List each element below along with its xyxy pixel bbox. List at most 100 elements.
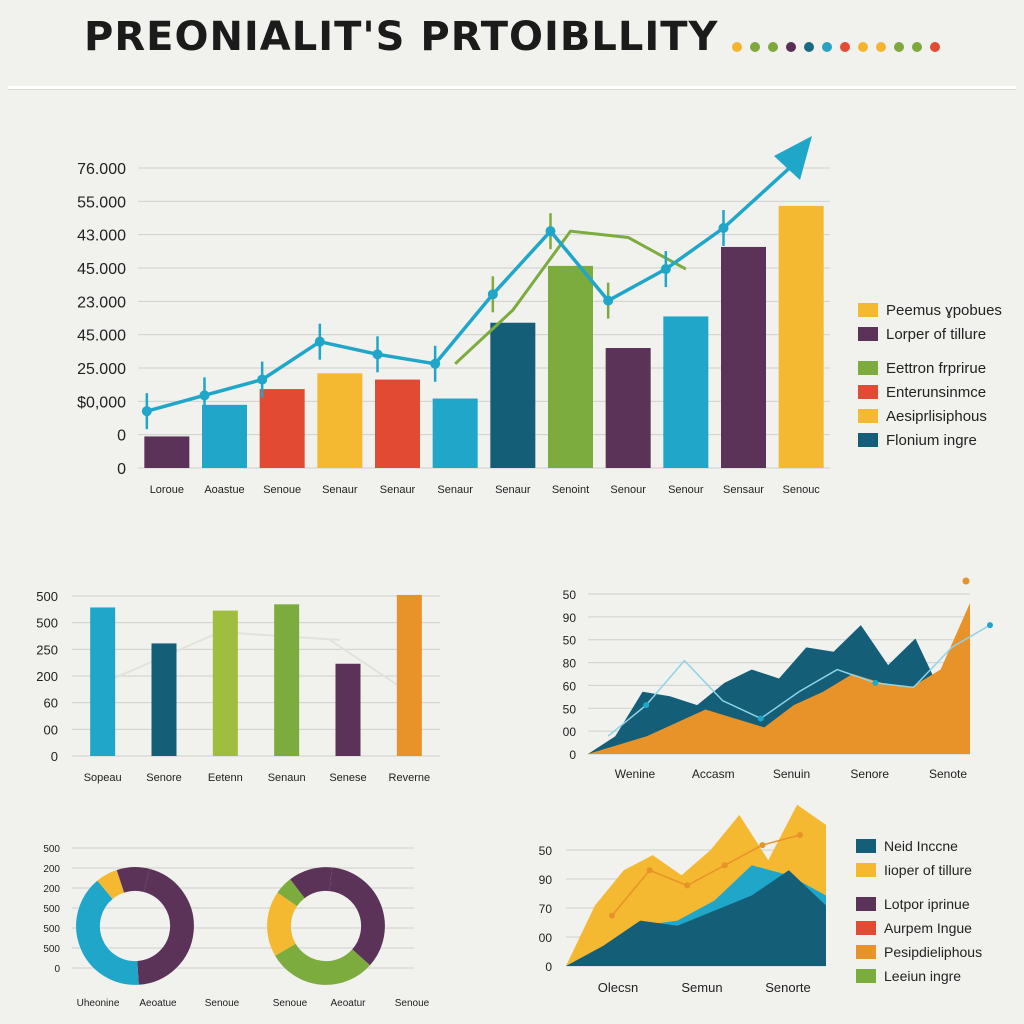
x-tick-label: Senorte: [765, 980, 811, 995]
data-point: [987, 622, 993, 629]
x-tick-label: Senour: [610, 484, 646, 496]
y-tick-label: 200: [43, 864, 60, 875]
x-tick-label: Loroue: [150, 484, 184, 496]
data-point: [757, 715, 764, 722]
legend-swatch: [856, 921, 876, 935]
title-divider: [8, 86, 1016, 90]
bar: [605, 348, 651, 468]
donut-slice: [76, 880, 139, 985]
bar: [144, 436, 190, 468]
legend-label: Neid Inccne: [884, 838, 958, 854]
title-dots: [732, 42, 940, 52]
legend-swatch: [858, 327, 878, 341]
x-tick-label: Senaur: [380, 484, 416, 496]
data-point: [545, 226, 556, 237]
x-tick-label: Senoue: [395, 998, 430, 1009]
main-chart-legend: Peemus ɣpobues Lorper of tillure Eettron f…: [858, 298, 1002, 452]
y-tick-label: 50: [563, 634, 577, 648]
title-dot: [822, 42, 832, 52]
x-tick-label: Senore: [850, 767, 889, 781]
faint-trend-line: [329, 639, 406, 691]
data-point: [257, 374, 268, 385]
title-dot: [858, 42, 868, 52]
y-tick-label: 0: [51, 749, 58, 764]
x-tick-label: Senaur: [437, 484, 473, 496]
y-tick-label: 50: [539, 844, 553, 858]
title-dot: [894, 42, 904, 52]
y-tick-label: $0,000: [77, 394, 126, 411]
bar: [396, 594, 422, 756]
y-tick-label: 0: [569, 748, 576, 762]
legend-swatch: [856, 945, 876, 959]
legend-swatch: [858, 361, 878, 375]
y-tick-label: 50: [563, 588, 577, 602]
data-point: [759, 842, 766, 849]
legend-label: Lorper of tillure: [886, 325, 987, 343]
y-tick-label: 500: [36, 616, 58, 631]
y-tick-label: 200: [43, 884, 60, 895]
legend-label: Pesipdieliphous: [884, 944, 983, 960]
legend-swatch: [856, 839, 876, 853]
legend-item: Peemus ɣpobues: [858, 298, 1002, 322]
y-tick-label: 00: [563, 725, 577, 739]
x-tick-label: Senuin: [773, 767, 810, 781]
bar: [548, 265, 593, 468]
data-point: [141, 406, 152, 417]
donut-slice: [97, 870, 125, 900]
title-dot: [750, 42, 760, 52]
x-tick-label: Senouc: [783, 484, 821, 496]
x-tick-label: Senoue: [205, 998, 240, 1009]
legend-item: Leeiun ingre: [856, 964, 982, 988]
y-tick-label: 00: [539, 931, 553, 945]
y-tick-label: 00: [44, 722, 58, 737]
bar: [90, 607, 116, 756]
y-tick-label: 500: [36, 589, 58, 604]
legend-label: Flonium ingre: [886, 431, 977, 449]
y-tick-label: 90: [539, 873, 553, 887]
legend-item: Aesiprlisiphous: [858, 404, 1002, 428]
x-tick-label: Semun: [681, 980, 722, 995]
title-dot: [876, 42, 886, 52]
x-tick-label: Eetenn: [208, 772, 243, 784]
legend-label: Iioper of tillure: [884, 862, 972, 878]
legend-label: Lotpor iprinue: [884, 896, 970, 912]
legend-label: Leeiun ingre: [884, 968, 962, 984]
x-tick-label: Senote: [929, 767, 967, 781]
area-series-orange: [588, 602, 970, 754]
legend-label: Aurpem Ingue: [884, 920, 972, 936]
bar: [432, 398, 478, 468]
x-tick-label: Aeoatue: [139, 998, 177, 1009]
y-tick-label: 80: [563, 657, 577, 671]
area-series-teal: [566, 870, 826, 966]
series-line: [607, 624, 991, 737]
legend-swatch: [856, 897, 876, 911]
y-tick-label: 43.000: [77, 228, 126, 245]
title-dot: [840, 42, 850, 52]
y-tick-label: 50: [563, 702, 577, 716]
data-point: [430, 358, 441, 369]
y-tick-label: 500: [43, 844, 60, 855]
bar: [151, 643, 177, 756]
legend-swatch: [856, 863, 876, 877]
title-dot: [912, 42, 922, 52]
y-tick-label: 250: [36, 642, 58, 657]
donut-slice: [290, 867, 332, 899]
x-tick-label: Aoastue: [204, 484, 244, 496]
x-tick-label: Senaun: [268, 772, 306, 784]
x-tick-label: Senaur: [322, 484, 358, 496]
data-point: [199, 390, 210, 401]
bar: [778, 205, 824, 469]
title-dot: [768, 42, 778, 52]
x-tick-label: Senore: [146, 772, 181, 784]
bar: [212, 610, 238, 756]
legend-label: Aesiprlisiphous: [886, 407, 987, 425]
x-tick-label: Aeoatur: [330, 998, 366, 1009]
donut-slice: [267, 892, 298, 956]
bar: [274, 604, 300, 756]
y-tick-label: 23.000: [77, 294, 126, 311]
legend-item: Neid Inccne: [856, 834, 982, 858]
page-title: PREONIALIT'S PRTOIBLLITY: [84, 14, 719, 60]
legend-item: Lorper of tillure: [858, 322, 1002, 346]
data-point: [646, 867, 653, 874]
data-point: [660, 264, 671, 275]
